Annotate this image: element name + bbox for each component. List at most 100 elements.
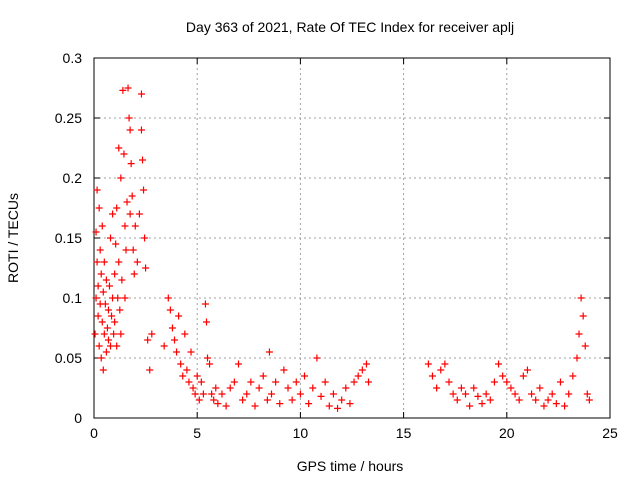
data-point [133,258,141,266]
data-point [208,390,216,398]
data-point [301,372,309,380]
data-point [239,396,247,404]
data-point [92,228,100,236]
data-point [173,348,181,356]
data-point [288,396,296,404]
data-point [131,222,139,230]
data-point [121,294,129,302]
y-tick-label: 0.3 [63,50,83,66]
data-point [325,402,333,410]
data-point [127,160,135,168]
data-point [94,282,102,290]
data-point [100,258,108,266]
data-point [577,294,585,302]
data-point [573,354,581,362]
data-point [478,400,486,408]
data-point [179,372,187,380]
data-point [166,306,174,314]
data-point [495,360,503,368]
data-point [113,342,121,350]
y-tick-label: 0.15 [55,230,82,246]
data-point [98,318,106,326]
data-point [140,186,148,194]
data-point [212,384,220,392]
data-point [490,378,498,386]
data-point [111,270,119,278]
data-point [189,384,197,392]
data-point [117,174,125,182]
data-point [519,372,527,380]
data-point [95,342,103,350]
data-point [93,186,101,194]
data-point [202,318,210,326]
data-point [98,222,106,230]
data-point [441,360,449,368]
data-point [569,372,577,380]
data-point [226,384,234,392]
data-point [561,402,569,410]
data-point [111,318,119,326]
data-point [251,402,259,410]
data-point [350,378,358,386]
data-point [317,392,325,400]
data-point [116,306,124,314]
x-tick-label: 10 [293,425,309,441]
data-point [268,390,276,398]
data-point [97,270,105,278]
data-point [437,366,445,374]
data-point [230,378,238,386]
data-point [142,264,150,272]
data-point [177,360,185,368]
data-point [170,336,178,344]
x-tick-label: 0 [90,425,98,441]
data-point [99,288,107,296]
data-point [160,342,168,350]
y-tick-label: 0 [74,410,82,426]
data-point [115,258,123,266]
x-tick-label: 20 [499,425,515,441]
data-point [185,378,193,386]
data-point [112,240,120,248]
data-point [265,348,273,356]
data-point [105,282,113,290]
data-point [199,390,207,398]
data-point [107,234,115,242]
data-point [210,396,218,404]
data-point [362,360,370,368]
data-point [342,384,350,392]
data-point [102,348,110,356]
data-point [470,384,478,392]
data-point [338,396,346,404]
data-point [284,384,292,392]
data-point [280,366,288,374]
data-point [118,276,126,284]
data-point [263,396,271,404]
data-point [146,366,154,374]
data-point [124,84,132,92]
data-point [466,402,474,410]
data-point [110,330,118,338]
data-point [474,392,482,400]
data-point [305,400,313,408]
data-point [130,270,138,278]
data-point [129,246,137,254]
data-point [137,126,145,134]
data-point [168,324,176,332]
data-point [97,354,105,362]
data-point [214,400,222,408]
data-point [107,342,115,350]
data-point [126,126,134,134]
data-point [272,378,280,386]
data-point [445,378,453,386]
data-point [120,150,128,158]
data-point [93,258,101,266]
data-point [95,204,103,212]
data-point [462,390,470,398]
data-point [193,372,201,380]
data-point [532,396,540,404]
data-point [575,330,583,338]
data-point [449,390,457,398]
data-point [139,156,147,164]
grid-lines [94,58,610,418]
data-point [100,330,108,338]
